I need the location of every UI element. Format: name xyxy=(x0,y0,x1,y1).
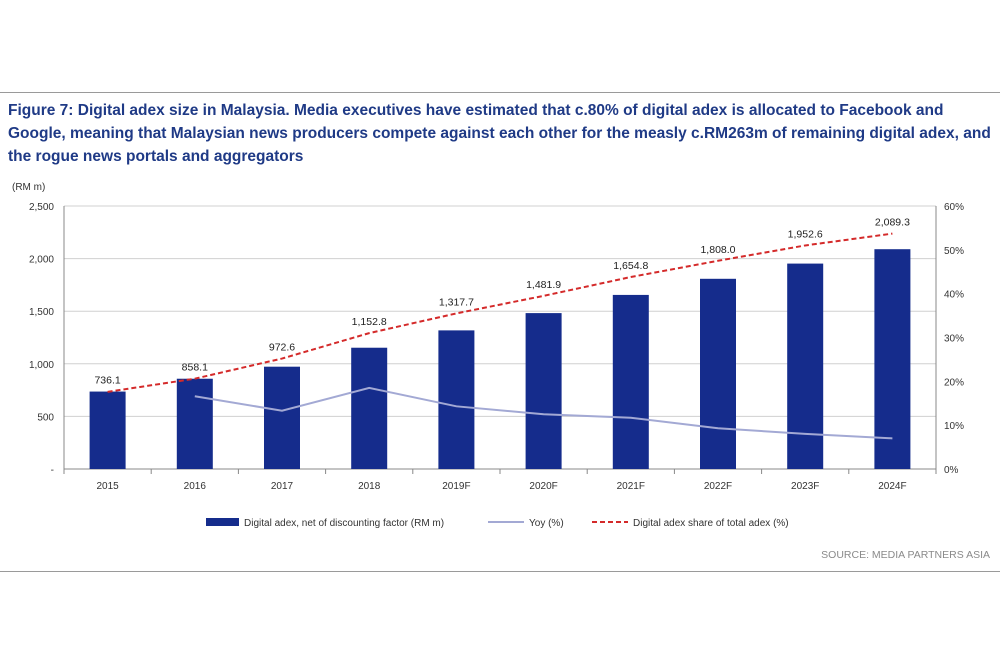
chart-frame xyxy=(0,92,1000,572)
x-tick-label: 2016 xyxy=(184,481,207,492)
bar xyxy=(264,366,300,469)
yoy-line xyxy=(194,386,893,440)
figure-title: Figure 7: Digital adex size in Malaysia.… xyxy=(8,102,991,165)
bar xyxy=(525,313,562,469)
data-labels: 736.1 858.1 972.6 1,152.8 1,317.7 1,481.9 1,65… xyxy=(94,217,910,387)
y2-tick-label: 10% xyxy=(944,421,964,432)
tick-labels: - 500 1,000 1,500 2,000 2,500 0% 10% 20% 30% 40% 50… xyxy=(29,202,964,492)
x-tick-label: 2024F xyxy=(878,481,906,492)
bar xyxy=(874,249,911,469)
legend-label-yoy: Yoy (%) xyxy=(529,518,564,529)
bar xyxy=(89,391,126,469)
y2-tick-label: 20% xyxy=(944,377,964,388)
bar-value-label: 1,654.8 xyxy=(613,260,648,272)
bar xyxy=(351,347,388,469)
y-tick-label: 2,000 xyxy=(29,255,54,266)
bar-value-label: 736.1 xyxy=(94,375,120,387)
legend: Digital adex, net of discounting factor … xyxy=(206,518,789,529)
bar-value-label: 858.1 xyxy=(182,362,208,374)
y-tick-label: 500 xyxy=(37,412,54,423)
share-line xyxy=(107,232,893,393)
y-unit-label: (RM m) xyxy=(12,182,45,193)
bar-value-label: 1,152.8 xyxy=(352,316,387,328)
y-tick-label: 1,000 xyxy=(29,360,54,371)
source-note: SOURCE: MEDIA PARTNERS ASIA xyxy=(821,549,990,561)
x-tick-label: 2023F xyxy=(791,481,819,492)
y-tick-label: 1,500 xyxy=(29,307,54,318)
bar xyxy=(612,294,649,469)
bar-value-label: 972.6 xyxy=(269,342,295,354)
legend-swatch-bar xyxy=(206,518,239,526)
bar-value-label: 1,952.6 xyxy=(788,228,823,240)
x-tick-label: 2022F xyxy=(704,481,732,492)
y2-tick-label: 30% xyxy=(944,334,964,345)
y2-tick-label: 60% xyxy=(944,202,964,213)
y2-tick-label: 40% xyxy=(944,290,964,301)
x-tick-label: 2021F xyxy=(617,481,645,492)
bar xyxy=(787,263,824,469)
legend-label-bar: Digital adex, net of discounting factor … xyxy=(244,518,444,529)
x-tick-label: 2018 xyxy=(358,481,381,492)
x-tick-label: 2020F xyxy=(529,481,557,492)
bar xyxy=(176,378,213,469)
bar-value-label: 1,481.9 xyxy=(526,279,561,291)
bar-value-label: 2,089.3 xyxy=(875,217,910,229)
legend-label-share: Digital adex share of total adex (%) xyxy=(633,518,789,529)
bar-value-label: 1,808.0 xyxy=(700,244,735,256)
y-tick-label: - xyxy=(51,465,54,476)
bar xyxy=(438,330,475,469)
y2-tick-label: 0% xyxy=(944,465,959,476)
bar-series xyxy=(89,249,911,469)
x-tick-label: 2015 xyxy=(96,481,119,492)
bar xyxy=(700,278,736,469)
x-tick-label: 2019F xyxy=(442,481,470,492)
x-tick-label: 2017 xyxy=(271,481,294,492)
y-tick-label: 2,500 xyxy=(29,202,54,213)
line-series xyxy=(107,232,893,440)
bar-value-label: 1,317.7 xyxy=(439,296,474,308)
y2-tick-label: 50% xyxy=(944,246,964,257)
